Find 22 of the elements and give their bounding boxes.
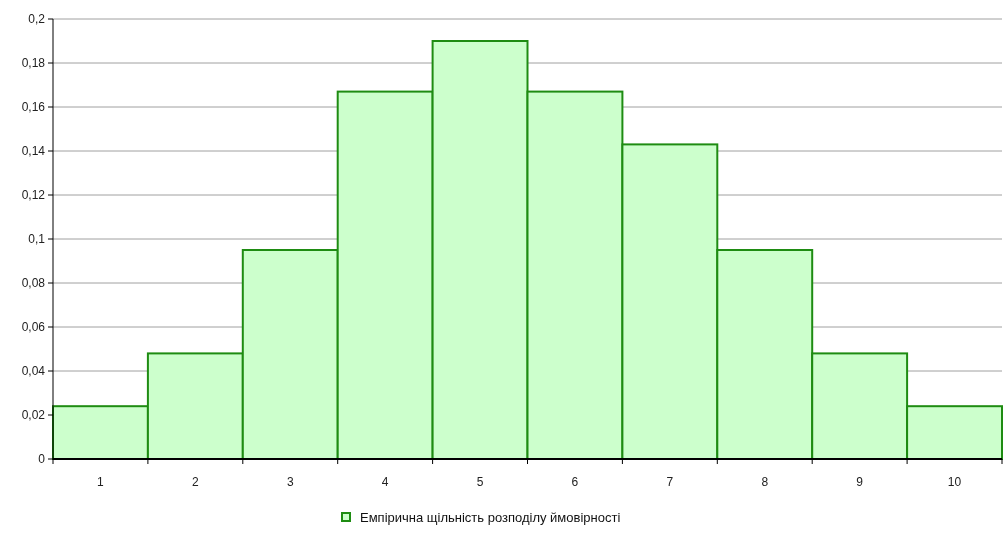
x-tick-label: 10 [947, 475, 962, 489]
y-tick-label: 0,14 [21, 144, 46, 159]
y-tick-label: 0,08 [21, 276, 46, 291]
y-tick-label: 0,12 [21, 188, 46, 203]
x-tick-label: 1 [97, 475, 105, 489]
x-tick-label: 6 [571, 475, 579, 489]
y-tick-label: 0,16 [21, 100, 46, 115]
y-tick-label: 0,04 [21, 364, 46, 379]
y-tick-label: 0,02 [21, 408, 46, 423]
y-tick-label: 0,18 [21, 56, 46, 71]
y-tick-label: 0,06 [21, 320, 46, 335]
x-tick-label: 8 [761, 475, 769, 489]
x-tick-label: 3 [286, 475, 294, 489]
y-tick-label: 0,2 [28, 12, 46, 27]
x-tick-label: 5 [476, 475, 484, 489]
legend-label: Емпірична щільність розподілу ймовірності [360, 509, 621, 525]
x-tick-label: 7 [666, 475, 674, 489]
y-tick-label: 0,1 [28, 232, 46, 247]
x-tick-label: 9 [856, 475, 864, 489]
y-tick-label: 0 [38, 452, 46, 467]
x-tick-label: 4 [381, 475, 389, 489]
x-tick-label: 2 [192, 475, 200, 489]
